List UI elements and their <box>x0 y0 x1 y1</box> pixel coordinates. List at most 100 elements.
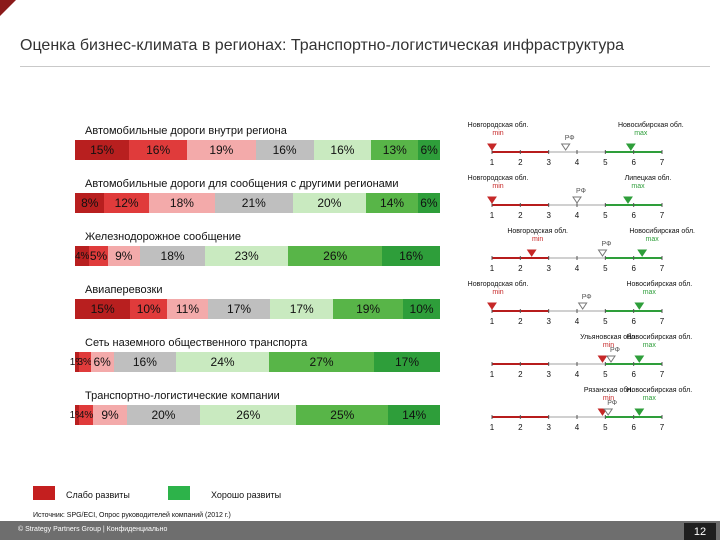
min-region-label: Ульяновская обл. <box>580 333 637 341</box>
rf-label: РФ <box>582 294 592 301</box>
bar-segment: 17% <box>270 299 334 319</box>
bar-value-label: 3% <box>77 356 92 368</box>
page-title: Оценка бизнес-климата в регионах: Трансп… <box>20 37 625 54</box>
bar-segment: 18% <box>148 193 216 213</box>
bar-segment: 1% <box>70 405 84 425</box>
bar-value-label: 5% <box>89 249 108 263</box>
title-divider <box>20 66 710 67</box>
max-region-label: Новосибирская обл. <box>626 386 692 394</box>
rf-label: РФ <box>602 241 612 248</box>
scale-tick-label: 7 <box>660 211 665 220</box>
bar-segment: 9% <box>107 246 141 266</box>
bar-segment: 16% <box>255 140 314 160</box>
scale-tick-label: 1 <box>490 317 495 326</box>
max-label: max <box>643 342 657 349</box>
min-label: min <box>492 130 503 137</box>
min-region-label: Новгородская обл. <box>468 174 529 182</box>
max-label: max <box>643 395 657 402</box>
legend-weak-label: Слабо развиты <box>66 490 130 500</box>
max-region-label: Липецкая обл. <box>625 174 672 182</box>
max-marker <box>623 196 633 204</box>
bar-segment: 16% <box>313 140 372 160</box>
bar-segment: 24% <box>175 352 270 372</box>
rf-marker <box>577 302 588 310</box>
max-region-label: Новосибирская обл. <box>629 227 695 235</box>
bar-value-label: 15% <box>90 302 115 316</box>
min-marker <box>487 196 497 204</box>
max-region-label: Новосибирская обл. <box>626 280 692 288</box>
scale-tick-label: 4 <box>575 158 580 167</box>
bar-segment: 4% <box>75 246 90 266</box>
bar-segment: 6% <box>417 193 440 213</box>
scale-tick-label: 6 <box>631 211 636 220</box>
bar-segment: 17% <box>207 299 271 319</box>
bar-segment: 3% <box>77 352 92 372</box>
scale-tick-label: 2 <box>518 317 523 326</box>
scale-tick-label: 3 <box>546 370 551 379</box>
bar-value-label: 14% <box>402 408 427 422</box>
bar-value-label: 10% <box>136 302 161 316</box>
min-label: min <box>603 342 614 349</box>
bar-value-label: 26% <box>236 408 261 422</box>
bar-value-label: 18% <box>160 249 185 263</box>
scale-tick-label: 7 <box>660 264 665 273</box>
bar-segment: 15% <box>75 299 131 319</box>
bar-value-label: 17% <box>394 355 419 369</box>
rf-marker <box>560 143 571 151</box>
bar-value-label: 20% <box>151 408 176 422</box>
bar-segment: 17% <box>373 352 440 372</box>
scale-tick-label: 3 <box>546 423 551 432</box>
bar-value-label: 16% <box>272 143 297 157</box>
bar-value-label: 16% <box>330 143 355 157</box>
bar-value-label: 15% <box>90 143 115 157</box>
rf-label: РФ <box>565 135 575 142</box>
source-note: Источник: SPG/ECI, Опрос руководителей к… <box>33 512 231 519</box>
bar-value-label: 17% <box>289 302 314 316</box>
bar-segment: 16% <box>113 352 176 372</box>
min-region-label: Рязанская обл. <box>584 386 633 394</box>
min-label: min <box>492 289 503 296</box>
bar-segment: 23% <box>205 246 289 266</box>
scale-tick-label: 3 <box>546 211 551 220</box>
scale-tick-label: 5 <box>603 211 608 220</box>
bar-value-label: 16% <box>132 355 157 369</box>
legend-good-swatch <box>168 486 190 500</box>
rf-marker <box>603 408 614 416</box>
scale-tick-label: 7 <box>660 370 665 379</box>
bar-value-label: 10% <box>409 302 434 316</box>
scale-tick-label: 1 <box>490 370 495 379</box>
scale-tick-label: 5 <box>603 264 608 273</box>
scale-tick-label: 4 <box>575 264 580 273</box>
scale-tick-label: 4 <box>575 423 580 432</box>
scale-tick-label: 2 <box>518 423 523 432</box>
scale-tick-label: 3 <box>546 264 551 273</box>
legend-good-label: Хорошо развиты <box>211 490 282 500</box>
footer-bar <box>0 521 720 540</box>
max-marker <box>634 302 645 310</box>
max-region-label: Новосибирская обл. <box>626 333 692 341</box>
scale-tick-label: 1 <box>490 211 495 220</box>
scale-tick-label: 4 <box>575 211 580 220</box>
scale-tick-label: 1 <box>490 423 495 432</box>
rf-marker <box>606 355 616 363</box>
bar-value-label: 1% <box>69 409 85 421</box>
min-region-label: Новгородская обл. <box>468 280 529 288</box>
bar-value-label: 6% <box>420 196 438 210</box>
min-region-label: Новгородская обл. <box>507 227 568 235</box>
footer-text: © Strategy Partners Group | Конфиденциал… <box>18 526 168 533</box>
bar-segment: 10% <box>403 299 440 319</box>
scale-tick-label: 6 <box>631 158 636 167</box>
bar-segment: 5% <box>89 246 108 266</box>
row-label: Сеть наземного общественного транспорта <box>85 337 308 349</box>
rf-marker <box>572 196 582 204</box>
bar-segment: 10% <box>130 299 168 319</box>
min-marker <box>597 408 608 416</box>
min-label: min <box>603 395 614 402</box>
scale-tick-label: 7 <box>660 423 665 432</box>
bar-segment: 16% <box>129 140 188 160</box>
bar-value-label: 16% <box>146 143 171 157</box>
bar-segment: 19% <box>187 140 256 160</box>
rf-label: РФ <box>610 347 620 354</box>
